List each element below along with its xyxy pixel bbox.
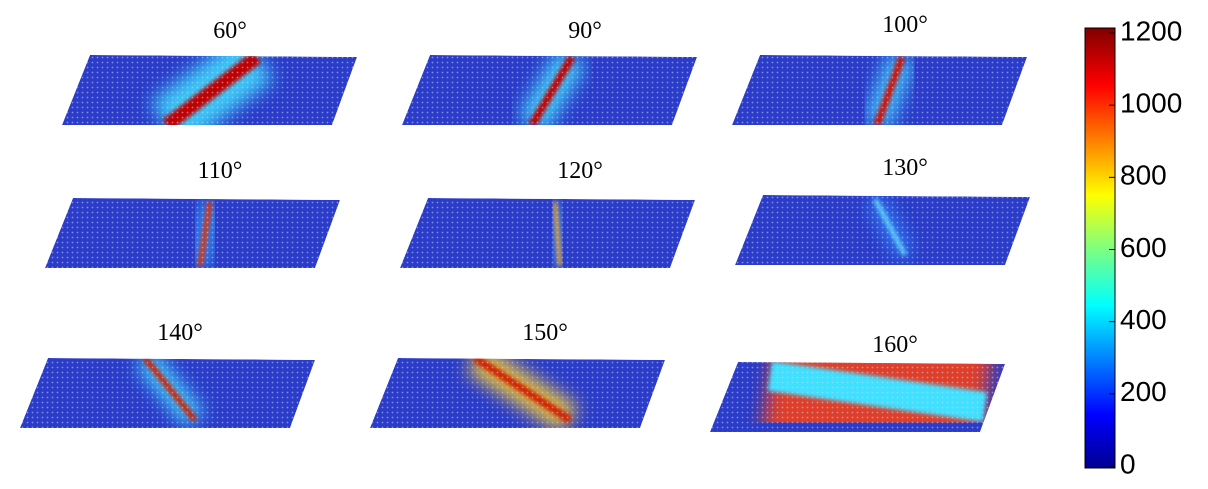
colorbar-label: 200 — [1120, 376, 1167, 407]
panel — [710, 362, 1005, 432]
panel — [45, 198, 340, 268]
colorbar-label: 600 — [1120, 232, 1167, 263]
panel — [732, 55, 1027, 125]
lattice — [402, 55, 697, 125]
panel — [402, 55, 697, 125]
colorbar-label: 1200 — [1120, 15, 1182, 46]
panel — [400, 198, 695, 268]
panel-label: 140° — [157, 320, 203, 346]
panel-label: 100° — [882, 12, 928, 38]
colorbar-label: 0 — [1120, 448, 1136, 479]
lattice — [710, 362, 1005, 432]
panel — [735, 195, 1030, 265]
panel — [20, 358, 315, 428]
panel-label: 150° — [522, 320, 568, 346]
lattice — [45, 198, 340, 268]
panel — [370, 358, 665, 428]
lattice — [735, 195, 1030, 265]
colorbar — [1084, 27, 1116, 469]
colorbar-label: 1000 — [1120, 88, 1182, 119]
lattice — [400, 198, 695, 268]
panel-label: 60° — [213, 18, 247, 44]
panel-label: 110° — [198, 158, 243, 184]
panel-label: 130° — [882, 155, 928, 181]
panel — [62, 55, 357, 125]
panel-label: 90° — [568, 18, 602, 44]
colorbar-label: 400 — [1120, 304, 1167, 335]
lattice — [370, 358, 665, 428]
lattice — [732, 55, 1027, 125]
panel-label: 160° — [872, 332, 918, 358]
lattice — [20, 358, 315, 428]
panel-label: 120° — [557, 158, 603, 184]
lattice — [62, 55, 357, 125]
colorbar-ticks: 0 200 400 600 800 1000 1200 — [1109, 15, 1182, 479]
colorbar-label: 800 — [1120, 160, 1167, 191]
panels: 60° 90° 100° 110° 120° 130° 140° 150° 160° — [20, 12, 1030, 432]
